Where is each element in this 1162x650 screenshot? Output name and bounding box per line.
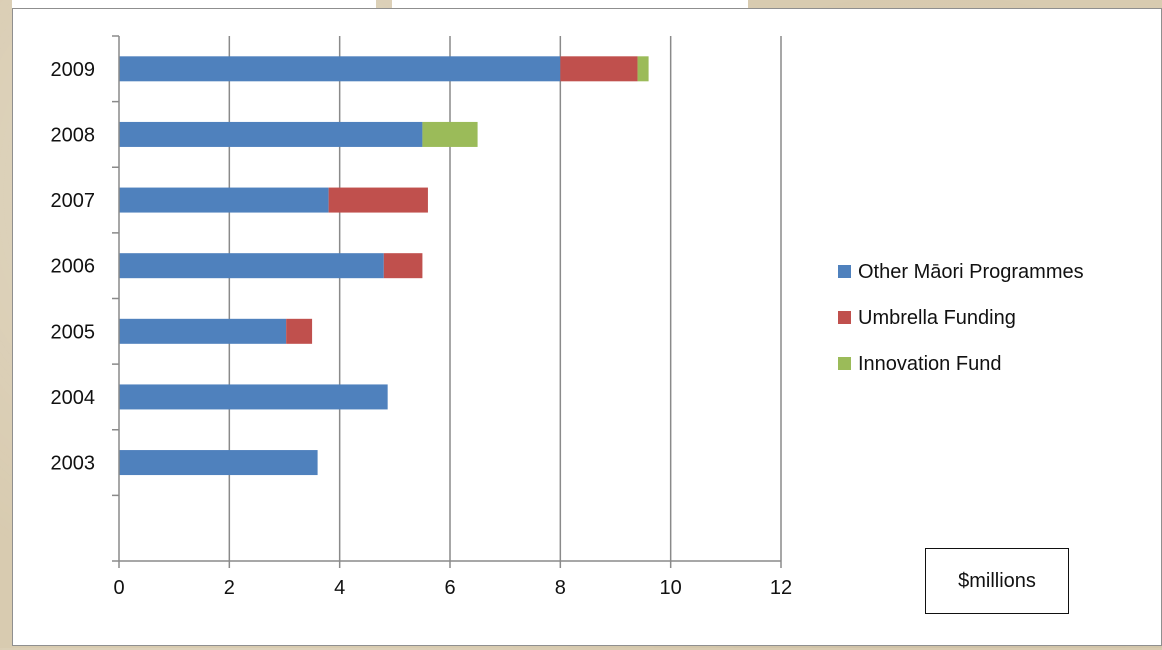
chart-svg: 2003 2004 2005 2006 2007 2008 2009 0 2 4 6 8 10 12 Ot… — [51, 35, 1084, 599]
legend-swatch-1 — [838, 311, 851, 324]
legend-swatch-2 — [838, 357, 851, 370]
bar-2007-series-1 — [328, 187, 428, 213]
bar-2006-series-0 — [119, 253, 384, 279]
bar-2008-series-2 — [422, 121, 478, 147]
y-tick-label-2003: 2003 — [51, 453, 96, 475]
y-tick-label-2004: 2004 — [51, 387, 96, 409]
bars-layer — [119, 56, 649, 476]
y-tick-label-2007: 2007 — [51, 190, 96, 212]
x-tick-label-0: 0 — [113, 577, 124, 599]
y-tick-label-2008: 2008 — [51, 124, 96, 146]
bar-2009-series-1 — [560, 56, 638, 82]
x-tick-label-8: 8 — [555, 577, 566, 599]
x-tick-label-6: 6 — [444, 577, 455, 599]
bar-2006-series-1 — [383, 253, 423, 279]
unit-label-box: $millions — [925, 548, 1069, 614]
y-tick-label-2009: 2009 — [51, 59, 96, 81]
x-tick-label-4: 4 — [334, 577, 345, 599]
bar-2007-series-0 — [119, 187, 329, 213]
bar-2005-series-1 — [286, 318, 313, 344]
bar-2004-series-0 — [119, 384, 388, 410]
legend-label-2: Innovation Fund — [858, 353, 1001, 375]
grid-layer — [228, 36, 782, 561]
x-tick-label-10: 10 — [660, 577, 682, 599]
bar-2009-series-0 — [119, 56, 561, 82]
unit-label: $millions — [958, 569, 1036, 592]
legend-layer: Other Māori Programmes Umbrella Funding In… — [838, 261, 1084, 375]
bar-2008-series-0 — [119, 121, 423, 147]
legend-label-0: Other Māori Programmes — [858, 261, 1084, 283]
y-tick-label-2005: 2005 — [51, 321, 96, 343]
legend-swatch-0 — [838, 265, 851, 278]
axis-layer: 2003 2004 2005 2006 2007 2008 2009 0 2 4 6 8 10 12 — [51, 35, 792, 599]
chart-panel: 2003 2004 2005 2006 2007 2008 2009 0 2 4 6 8 10 12 Ot… — [12, 8, 1162, 646]
y-tick-label-2006: 2006 — [51, 256, 96, 278]
bar-2005-series-0 — [119, 318, 287, 344]
bar-2009-series-2 — [637, 56, 649, 82]
x-tick-label-12: 12 — [770, 577, 792, 599]
x-tick-label-2: 2 — [224, 577, 235, 599]
bar-2003-series-0 — [119, 450, 318, 476]
legend-label-1: Umbrella Funding — [858, 307, 1016, 329]
